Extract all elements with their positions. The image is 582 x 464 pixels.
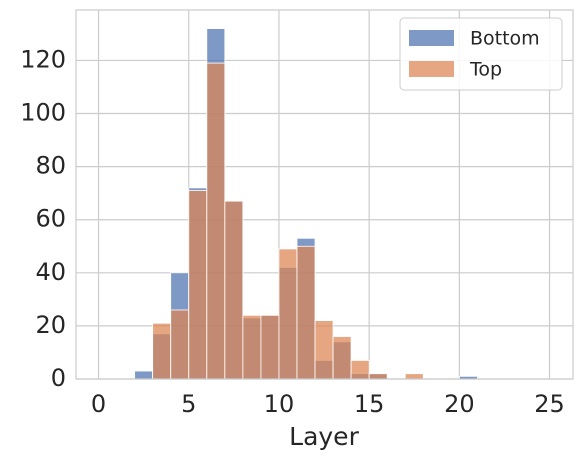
bar (368, 373, 388, 380)
plot-frame (75, 9, 574, 380)
x-tick-label: 5 (181, 390, 196, 418)
y-tick-label: 20 (35, 311, 66, 339)
y-tick-label: 40 (35, 258, 66, 286)
x-tick-label: 20 (444, 390, 475, 418)
x-axis-label: Layer (289, 422, 359, 451)
x-tick-label: 10 (264, 390, 295, 418)
bar (314, 320, 334, 380)
x-tick-label: 0 (91, 390, 106, 418)
y-tick-label: 100 (20, 99, 66, 127)
bar (260, 314, 280, 380)
y-tick-label: 120 (20, 45, 66, 73)
bar (224, 200, 244, 380)
bar (170, 309, 190, 380)
bar (134, 370, 154, 380)
x-tick-label: 25 (534, 390, 565, 418)
bar (350, 360, 370, 380)
bar (278, 248, 298, 380)
bar (404, 373, 424, 380)
y-tick-label: 80 (35, 152, 66, 180)
bar (206, 62, 226, 380)
y-tick-label: 0 (51, 364, 66, 392)
bar (332, 336, 352, 380)
legend-swatch (409, 30, 454, 46)
bar (188, 190, 208, 380)
bar (242, 314, 262, 380)
bar (296, 245, 316, 380)
legend-label: Bottom (470, 28, 540, 50)
x-tick-label: 15 (354, 390, 385, 418)
legend-label: Top (469, 59, 502, 81)
legend-swatch (409, 61, 454, 77)
y-tick-label: 60 (35, 205, 66, 233)
bar (152, 322, 172, 380)
